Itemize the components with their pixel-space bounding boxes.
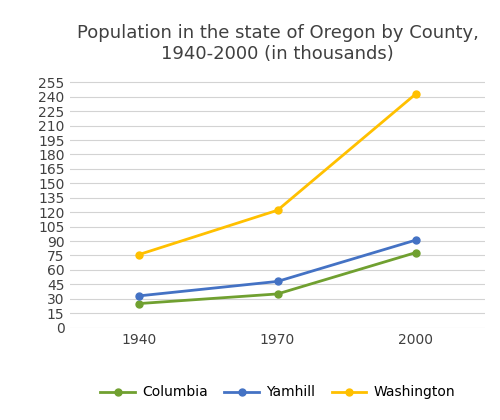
Washington xyxy=(136,252,142,257)
Columbia xyxy=(274,291,280,297)
Line: Washington: Washington xyxy=(136,90,420,258)
Yamhill xyxy=(136,293,142,298)
Washington xyxy=(274,208,280,213)
Line: Yamhill: Yamhill xyxy=(136,236,420,299)
Columbia xyxy=(136,301,142,306)
Washington xyxy=(413,92,419,97)
Yamhill xyxy=(413,238,419,243)
Line: Columbia: Columbia xyxy=(136,249,420,307)
Legend: Columbia, Yamhill, Washington: Columbia, Yamhill, Washington xyxy=(94,380,460,405)
Title: Population in the state of Oregon by County,
1940-2000 (in thousands): Population in the state of Oregon by Cou… xyxy=(76,24,478,63)
Columbia xyxy=(413,250,419,255)
Yamhill xyxy=(274,279,280,284)
